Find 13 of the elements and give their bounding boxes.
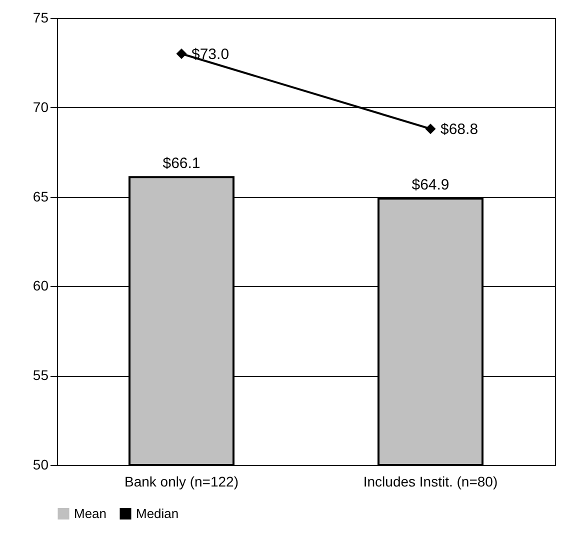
data-label: $64.9 xyxy=(412,176,450,194)
data-label: $68.8 xyxy=(440,120,478,138)
legend-label: Median xyxy=(136,506,179,521)
y-tick-label: 50 xyxy=(32,456,49,472)
y-tick-label: 60 xyxy=(32,278,49,294)
y-tick-label: 75 xyxy=(32,10,49,26)
legend-label: Mean xyxy=(74,506,107,521)
data-label: $66.1 xyxy=(162,155,200,172)
y-tick-label: 65 xyxy=(32,188,49,204)
x-tick-label: Includes Instit. (n=80) xyxy=(363,474,498,490)
y-tick-label: 55 xyxy=(32,367,49,384)
x-tick-label: Bank only (n=122) xyxy=(124,474,239,490)
y-tick-label: 70 xyxy=(32,98,49,115)
